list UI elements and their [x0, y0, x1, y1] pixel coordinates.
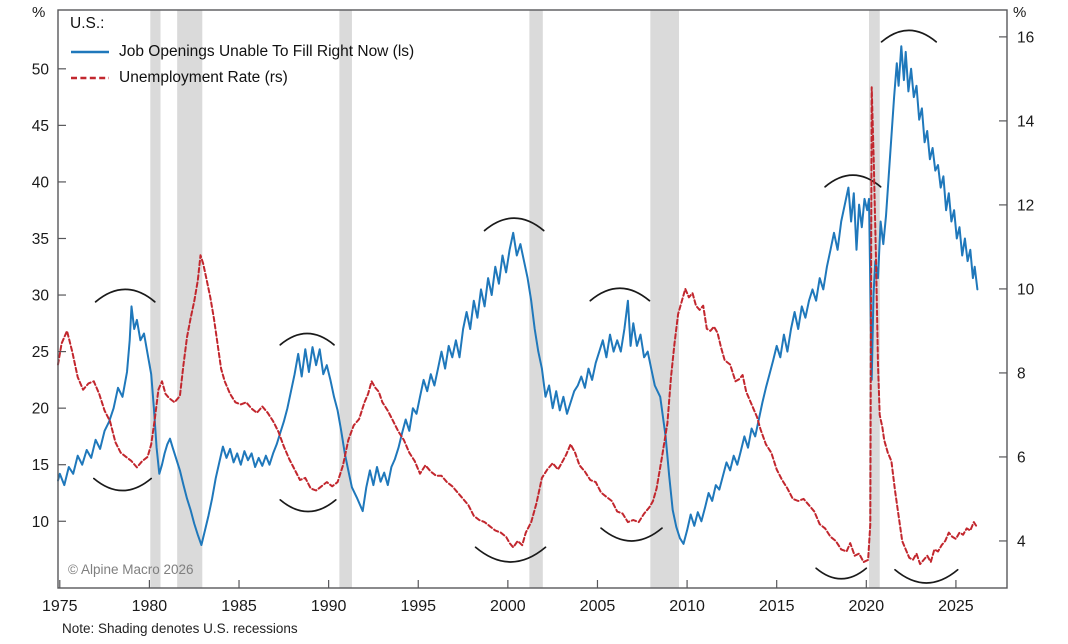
legend: U.S.: Job Openings Unable To Fill Right …: [70, 15, 414, 91]
svg-text:25: 25: [32, 344, 49, 361]
legend-item-unemployment: Unemployment Rate (rs): [70, 65, 414, 91]
svg-text:15: 15: [32, 457, 49, 474]
svg-text:1980: 1980: [132, 598, 168, 615]
svg-text:20: 20: [32, 401, 50, 418]
right-axis-unit-label: %: [1013, 4, 1027, 21]
watermark: © Alpine Macro 2026: [68, 562, 194, 577]
left-axis-unit-label: %: [32, 4, 46, 21]
svg-text:2025: 2025: [938, 598, 974, 615]
svg-text:2010: 2010: [669, 598, 705, 615]
svg-text:8: 8: [1017, 365, 1026, 382]
svg-text:6: 6: [1017, 449, 1026, 466]
svg-text:30: 30: [32, 288, 50, 305]
dashed-line-swatch-icon: [71, 76, 109, 80]
solid-line-swatch-icon: [71, 50, 109, 54]
svg-text:12: 12: [1017, 197, 1034, 214]
svg-text:1975: 1975: [42, 598, 78, 615]
svg-text:2005: 2005: [580, 598, 616, 615]
svg-text:10: 10: [32, 514, 50, 531]
legend-title: U.S.:: [70, 15, 105, 32]
legend-label-job-openings: Job Openings Unable To Fill Right Now (l…: [119, 43, 415, 60]
svg-text:35: 35: [32, 231, 49, 248]
svg-text:50: 50: [32, 61, 50, 78]
svg-text:16: 16: [1017, 29, 1034, 46]
svg-text:1990: 1990: [311, 598, 347, 615]
svg-text:2020: 2020: [849, 598, 885, 615]
svg-text:2000: 2000: [490, 598, 526, 615]
svg-text:2015: 2015: [759, 598, 795, 615]
svg-text:45: 45: [32, 118, 49, 135]
legend-label-unemployment: Unemployment Rate (rs): [119, 69, 288, 86]
footnote: Note: Shading denotes U.S. recessions: [62, 621, 298, 636]
legend-item-job-openings: Job Openings Unable To Fill Right Now (l…: [70, 39, 414, 65]
svg-text:1995: 1995: [400, 598, 436, 615]
svg-text:14: 14: [1017, 113, 1035, 130]
svg-text:4: 4: [1017, 533, 1026, 550]
svg-text:1985: 1985: [221, 598, 257, 615]
svg-text:10: 10: [1017, 281, 1035, 298]
svg-text:40: 40: [32, 174, 50, 191]
